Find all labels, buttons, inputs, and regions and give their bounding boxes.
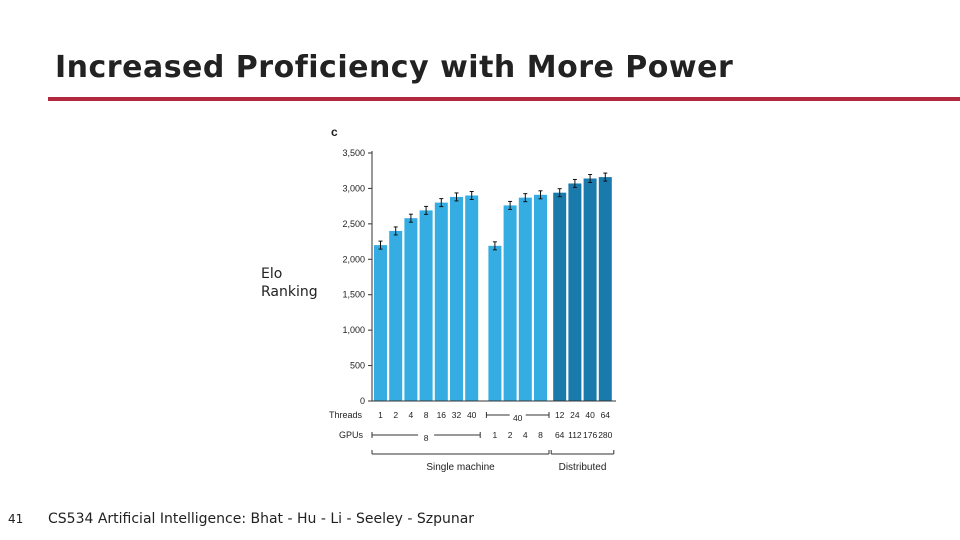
- gpus-tick-label: 112: [568, 430, 582, 440]
- gpus-tick-label: 4: [523, 430, 528, 440]
- y-tick-label: 500: [350, 361, 365, 371]
- footer-text: CS534 Artificial Intelligence: Bhat - Hu…: [48, 511, 475, 527]
- gpus-shared-bracket-label: 8: [424, 433, 429, 443]
- y-axis-caption: Elo Ranking: [261, 265, 318, 301]
- threads-tick-label: 40: [467, 410, 477, 420]
- gpus-tick-label: 64: [555, 430, 565, 440]
- threads-tick-label: 1: [378, 410, 383, 420]
- y-caption-line-1: Elo: [261, 266, 283, 282]
- bar-single-machine: [404, 218, 418, 401]
- bar-distributed: [568, 183, 582, 401]
- threads-tick-label: 16: [437, 410, 447, 420]
- bar-single-machine: [419, 210, 433, 401]
- bar-distributed: [553, 192, 567, 401]
- bar-distributed: [583, 178, 597, 401]
- gpus-tick-label: 8: [538, 430, 543, 440]
- y-tick-label: 3,000: [342, 183, 365, 193]
- y-tick-label: 1,500: [342, 290, 365, 300]
- threads-tick-label: 2: [393, 410, 398, 420]
- group-label: Distributed: [559, 462, 607, 473]
- threads-row-label: Threads: [329, 410, 363, 420]
- threads-shared-bracket-label: 40: [513, 413, 523, 423]
- threads-tick-label: 24: [570, 410, 580, 420]
- y-tick-label: 2,500: [342, 219, 365, 229]
- bar-distributed: [598, 177, 612, 401]
- elo-bar-chart: c 0 500 1,000 1,500 2,000 2,500 3,000 3,500 Threa…: [329, 125, 616, 473]
- threads-tick-label: 4: [409, 410, 414, 420]
- slide-title: Increased Proficiency with More Power: [55, 50, 734, 85]
- panel-label: c: [331, 125, 338, 139]
- threads-tick-label: 40: [585, 410, 595, 420]
- threads-tick-label: 32: [452, 410, 462, 420]
- y-tick-label: 3,500: [342, 148, 365, 158]
- gpus-tick-label: 176: [583, 430, 597, 440]
- title-underline: [48, 97, 960, 101]
- bar-single-machine: [389, 230, 403, 401]
- bar-single-machine: [450, 196, 463, 401]
- threads-tick-label: 12: [555, 410, 565, 420]
- bar-single-machine: [374, 245, 387, 401]
- gpus-tick-label: 280: [598, 430, 612, 440]
- threads-tick-label: 8: [424, 410, 429, 420]
- bar-single-machine: [534, 194, 547, 401]
- bar-single-machine: [465, 195, 479, 401]
- bar-single-machine: [518, 197, 532, 401]
- gpus-tick-label: 2: [508, 430, 513, 440]
- y-tick-label: 1,000: [342, 325, 365, 335]
- page-number: 41: [8, 512, 24, 526]
- y-tick-label: 0: [360, 396, 365, 406]
- gpus-tick-label: 1: [493, 430, 498, 440]
- bar-single-machine: [503, 205, 517, 401]
- group-label: Single machine: [426, 462, 495, 473]
- y-caption-line-2: Ranking: [261, 284, 318, 300]
- bar-single-machine: [434, 202, 448, 401]
- bar-single-machine: [488, 245, 502, 401]
- y-tick-label: 2,000: [342, 254, 365, 264]
- threads-tick-label: 64: [601, 410, 611, 420]
- gpus-row-label: GPUs: [339, 430, 364, 440]
